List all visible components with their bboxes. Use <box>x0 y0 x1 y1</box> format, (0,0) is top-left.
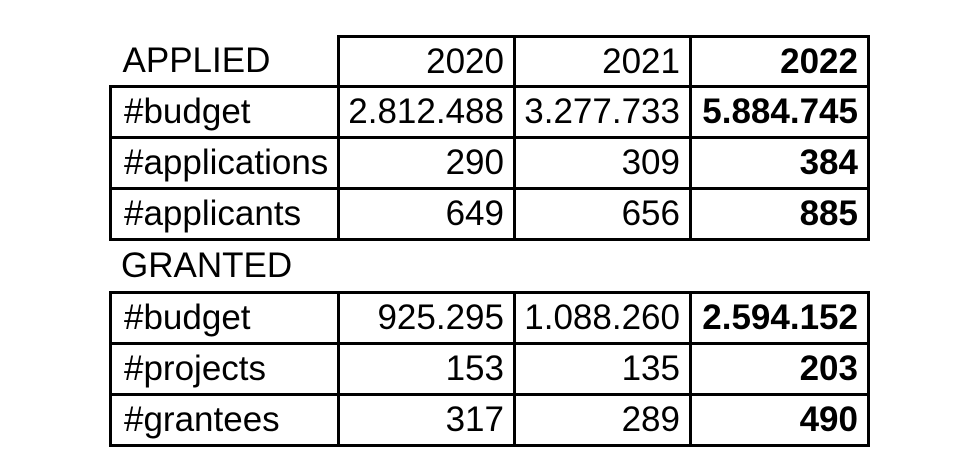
table-row-grantees: #grantees 317 289 490 <box>109 393 870 447</box>
granted-table: #budget 925.295 1.088.260 2.594.152 #pro… <box>109 291 870 447</box>
table-row-applications: #applications 290 309 384 <box>109 136 870 190</box>
cell-applications-2022: 384 <box>689 136 870 190</box>
cell-applied-budget-2020: 2.812.488 <box>337 85 516 139</box>
cell-applicants-2021: 656 <box>513 187 692 241</box>
section-title-applied: APPLIED <box>122 40 271 80</box>
row-label-budget: #budget <box>109 85 340 139</box>
cell-applications-2021: 309 <box>513 136 692 190</box>
applied-header-row: APPLIED 2020 2021 2022 <box>111 35 870 88</box>
cell-granted-budget-2021: 1.088.260 <box>513 291 692 345</box>
cell-granted-budget-2020: 925.295 <box>337 291 516 345</box>
cell-projects-2021: 135 <box>513 342 692 396</box>
row-label-projects: #projects <box>109 342 340 396</box>
row-label-grantees: #grantees <box>109 393 340 447</box>
row-label-granted-budget: #budget <box>109 291 340 345</box>
cell-grantees-2022: 490 <box>689 393 870 447</box>
cell-applications-2020: 290 <box>337 136 516 190</box>
cell-grantees-2021: 289 <box>513 393 692 447</box>
cell-projects-2020: 153 <box>337 342 516 396</box>
year-header-2020: 2020 <box>337 35 516 88</box>
row-label-applicants: #applicants <box>109 187 340 241</box>
table-row-projects: #projects 153 135 203 <box>109 342 870 396</box>
table-row-granted-budget: #budget 925.295 1.088.260 2.594.152 <box>109 291 870 345</box>
cell-applied-budget-2022: 5.884.745 <box>689 85 870 139</box>
row-label-applications: #applications <box>109 136 340 190</box>
cell-grantees-2020: 317 <box>337 393 516 447</box>
table-row-applicants: #applicants 649 656 885 <box>109 187 870 241</box>
applied-granted-tables: APPLIED 2020 2021 2022 #budget 2.812.488… <box>109 35 870 447</box>
year-header-2021: 2021 <box>513 35 692 88</box>
applied-table: APPLIED 2020 2021 2022 #budget 2.812.488… <box>109 35 870 241</box>
cell-applicants-2020: 649 <box>337 187 516 241</box>
cell-granted-budget-2022: 2.594.152 <box>689 291 870 345</box>
section-title-granted: GRANTED <box>121 246 293 285</box>
table-row-applied-budget: #budget 2.812.488 3.277.733 5.884.745 <box>109 85 870 139</box>
cell-projects-2022: 203 <box>689 342 870 396</box>
cell-applicants-2022: 885 <box>689 187 870 241</box>
cell-applied-budget-2021: 3.277.733 <box>513 85 692 139</box>
year-header-2022: 2022 <box>689 35 870 88</box>
